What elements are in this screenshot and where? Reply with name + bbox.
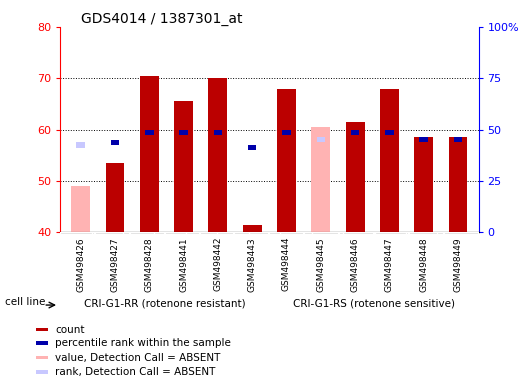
Bar xyxy=(71,186,90,232)
Text: value, Detection Call = ABSENT: value, Detection Call = ABSENT xyxy=(55,353,220,362)
Bar xyxy=(453,137,462,142)
Bar xyxy=(213,130,222,135)
Text: count: count xyxy=(55,324,84,334)
Text: GSM498445: GSM498445 xyxy=(316,237,325,291)
Bar xyxy=(111,140,119,145)
Text: CRI-G1-RS (rotenone sensitive): CRI-G1-RS (rotenone sensitive) xyxy=(293,299,455,309)
FancyBboxPatch shape xyxy=(36,356,48,359)
Bar xyxy=(209,78,228,232)
Bar xyxy=(449,137,468,232)
Bar xyxy=(311,127,330,232)
FancyBboxPatch shape xyxy=(36,328,48,331)
Text: GSM498427: GSM498427 xyxy=(110,237,120,291)
Bar xyxy=(179,130,188,135)
Bar xyxy=(282,130,291,135)
Text: GSM498428: GSM498428 xyxy=(145,237,154,291)
FancyBboxPatch shape xyxy=(36,341,48,345)
Text: GSM498441: GSM498441 xyxy=(179,237,188,291)
Text: GSM498446: GSM498446 xyxy=(350,237,360,291)
Text: GDS4014 / 1387301_at: GDS4014 / 1387301_at xyxy=(81,12,243,26)
Text: GSM498448: GSM498448 xyxy=(419,237,428,291)
Bar xyxy=(174,101,193,232)
Text: rank, Detection Call = ABSENT: rank, Detection Call = ABSENT xyxy=(55,367,215,377)
Bar xyxy=(380,89,399,232)
Text: cell line: cell line xyxy=(5,298,45,308)
Bar xyxy=(385,130,394,135)
Text: GSM498449: GSM498449 xyxy=(453,237,462,291)
Text: GSM498426: GSM498426 xyxy=(76,237,85,291)
Text: GSM498443: GSM498443 xyxy=(248,237,257,291)
Bar xyxy=(351,130,359,135)
Bar xyxy=(346,122,365,232)
Bar xyxy=(248,145,256,150)
Text: percentile rank within the sample: percentile rank within the sample xyxy=(55,338,231,348)
Text: GSM498442: GSM498442 xyxy=(213,237,222,291)
Bar xyxy=(145,130,154,135)
Bar xyxy=(106,163,124,232)
Bar xyxy=(76,142,85,147)
Bar xyxy=(140,76,159,232)
Bar xyxy=(243,225,262,232)
FancyBboxPatch shape xyxy=(36,370,48,374)
Bar xyxy=(277,89,296,232)
Bar xyxy=(414,137,433,232)
Text: CRI-G1-RR (rotenone resistant): CRI-G1-RR (rotenone resistant) xyxy=(84,299,246,309)
Text: GSM498444: GSM498444 xyxy=(282,237,291,291)
Bar xyxy=(419,137,428,142)
Text: GSM498447: GSM498447 xyxy=(385,237,394,291)
Bar xyxy=(316,137,325,142)
